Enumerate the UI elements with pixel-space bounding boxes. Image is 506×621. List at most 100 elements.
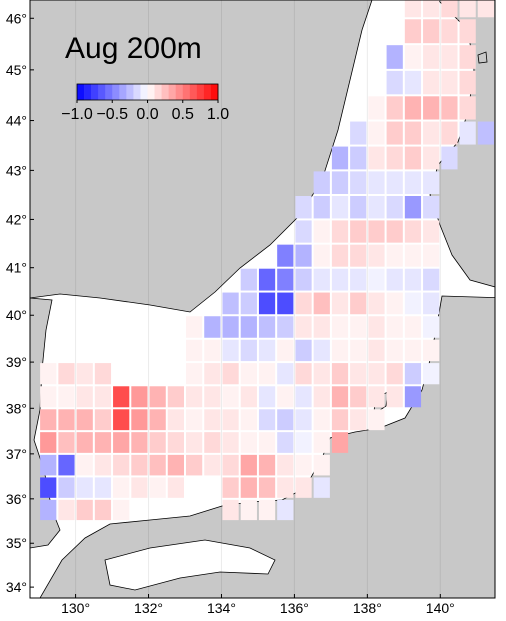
cell [277, 386, 294, 408]
cell [204, 316, 221, 338]
cell [404, 220, 422, 243]
cell [477, 0, 494, 18]
x-tick-label: 140° [426, 600, 455, 616]
cell [368, 386, 385, 408]
cell [386, 70, 403, 95]
y-tick-label: 40° [6, 307, 27, 323]
y-tick-label: 38° [6, 400, 27, 416]
cell [331, 171, 349, 195]
cell [423, 146, 440, 170]
cell [76, 386, 93, 408]
colorbar-step [133, 84, 141, 100]
cell [331, 316, 349, 338]
cell [167, 432, 184, 453]
cell [313, 220, 330, 243]
cell [186, 386, 203, 408]
cell [423, 268, 440, 291]
cell [40, 386, 57, 408]
cell [331, 196, 349, 219]
cell [350, 244, 367, 267]
cell [76, 499, 93, 521]
cell [295, 386, 312, 408]
cell [240, 477, 257, 498]
cell [386, 45, 403, 69]
cell [258, 409, 276, 431]
colorbar-step [119, 84, 127, 100]
cell [222, 363, 239, 385]
colorbar-step [105, 84, 113, 100]
colorbar-step [189, 84, 198, 100]
cell [404, 316, 422, 338]
cell [331, 146, 349, 170]
cell [40, 432, 57, 453]
cell [167, 454, 184, 476]
cell [76, 454, 93, 476]
cell [204, 432, 221, 453]
cell [423, 121, 440, 145]
cell [313, 268, 330, 291]
cell [441, 0, 458, 18]
cell [423, 220, 440, 243]
inland-sea [104, 539, 276, 591]
cell [313, 339, 330, 362]
cell [331, 409, 349, 431]
cell [350, 121, 367, 145]
colorbar-step [203, 84, 212, 100]
cell [58, 409, 75, 431]
colorbar-step [77, 84, 85, 100]
x-tick-label: 136° [280, 600, 309, 616]
axes: 130° 132° 134° 136° 138° 140° 34° 35° 36° 37° 38° 3… [6, 0, 455, 616]
cell [94, 477, 112, 498]
cell [76, 363, 93, 385]
cell [58, 386, 75, 408]
cell [258, 292, 276, 315]
cell [331, 339, 349, 362]
cell [240, 363, 257, 385]
cell [277, 292, 294, 315]
cell [295, 268, 312, 291]
cell [94, 363, 112, 385]
cell [58, 477, 75, 498]
y-tick-label: 46° [6, 10, 27, 26]
colorbar-step [210, 84, 219, 100]
cell [94, 499, 112, 521]
cell [40, 363, 57, 385]
colorbar-step [126, 84, 134, 100]
cell [295, 244, 312, 267]
cell [149, 386, 166, 408]
cell [295, 316, 312, 338]
cell [240, 409, 257, 431]
cell [295, 477, 312, 498]
cell [94, 386, 112, 408]
colorbar-step [84, 84, 92, 100]
cell [277, 499, 294, 521]
cell [40, 499, 57, 521]
cell [386, 171, 403, 195]
cell [313, 477, 330, 498]
cell [113, 477, 130, 498]
cell [295, 339, 312, 362]
cell [277, 339, 294, 362]
cell [58, 499, 75, 521]
cell [76, 409, 93, 431]
cell [441, 45, 458, 69]
cell [186, 363, 203, 385]
cell [368, 339, 385, 362]
colorbar-step [154, 84, 162, 100]
cell [76, 432, 93, 453]
cell [131, 432, 148, 453]
cell [240, 292, 257, 315]
cell [331, 268, 349, 291]
cell [423, 292, 440, 315]
cell [404, 96, 422, 120]
cell [404, 292, 422, 315]
cell [423, 244, 440, 267]
cell [350, 196, 367, 219]
korea [30, 297, 61, 549]
cell [313, 454, 330, 476]
cell [368, 316, 385, 338]
cell [113, 454, 130, 476]
cell [313, 409, 330, 431]
colorbar-step [196, 84, 205, 100]
cell [167, 477, 184, 498]
